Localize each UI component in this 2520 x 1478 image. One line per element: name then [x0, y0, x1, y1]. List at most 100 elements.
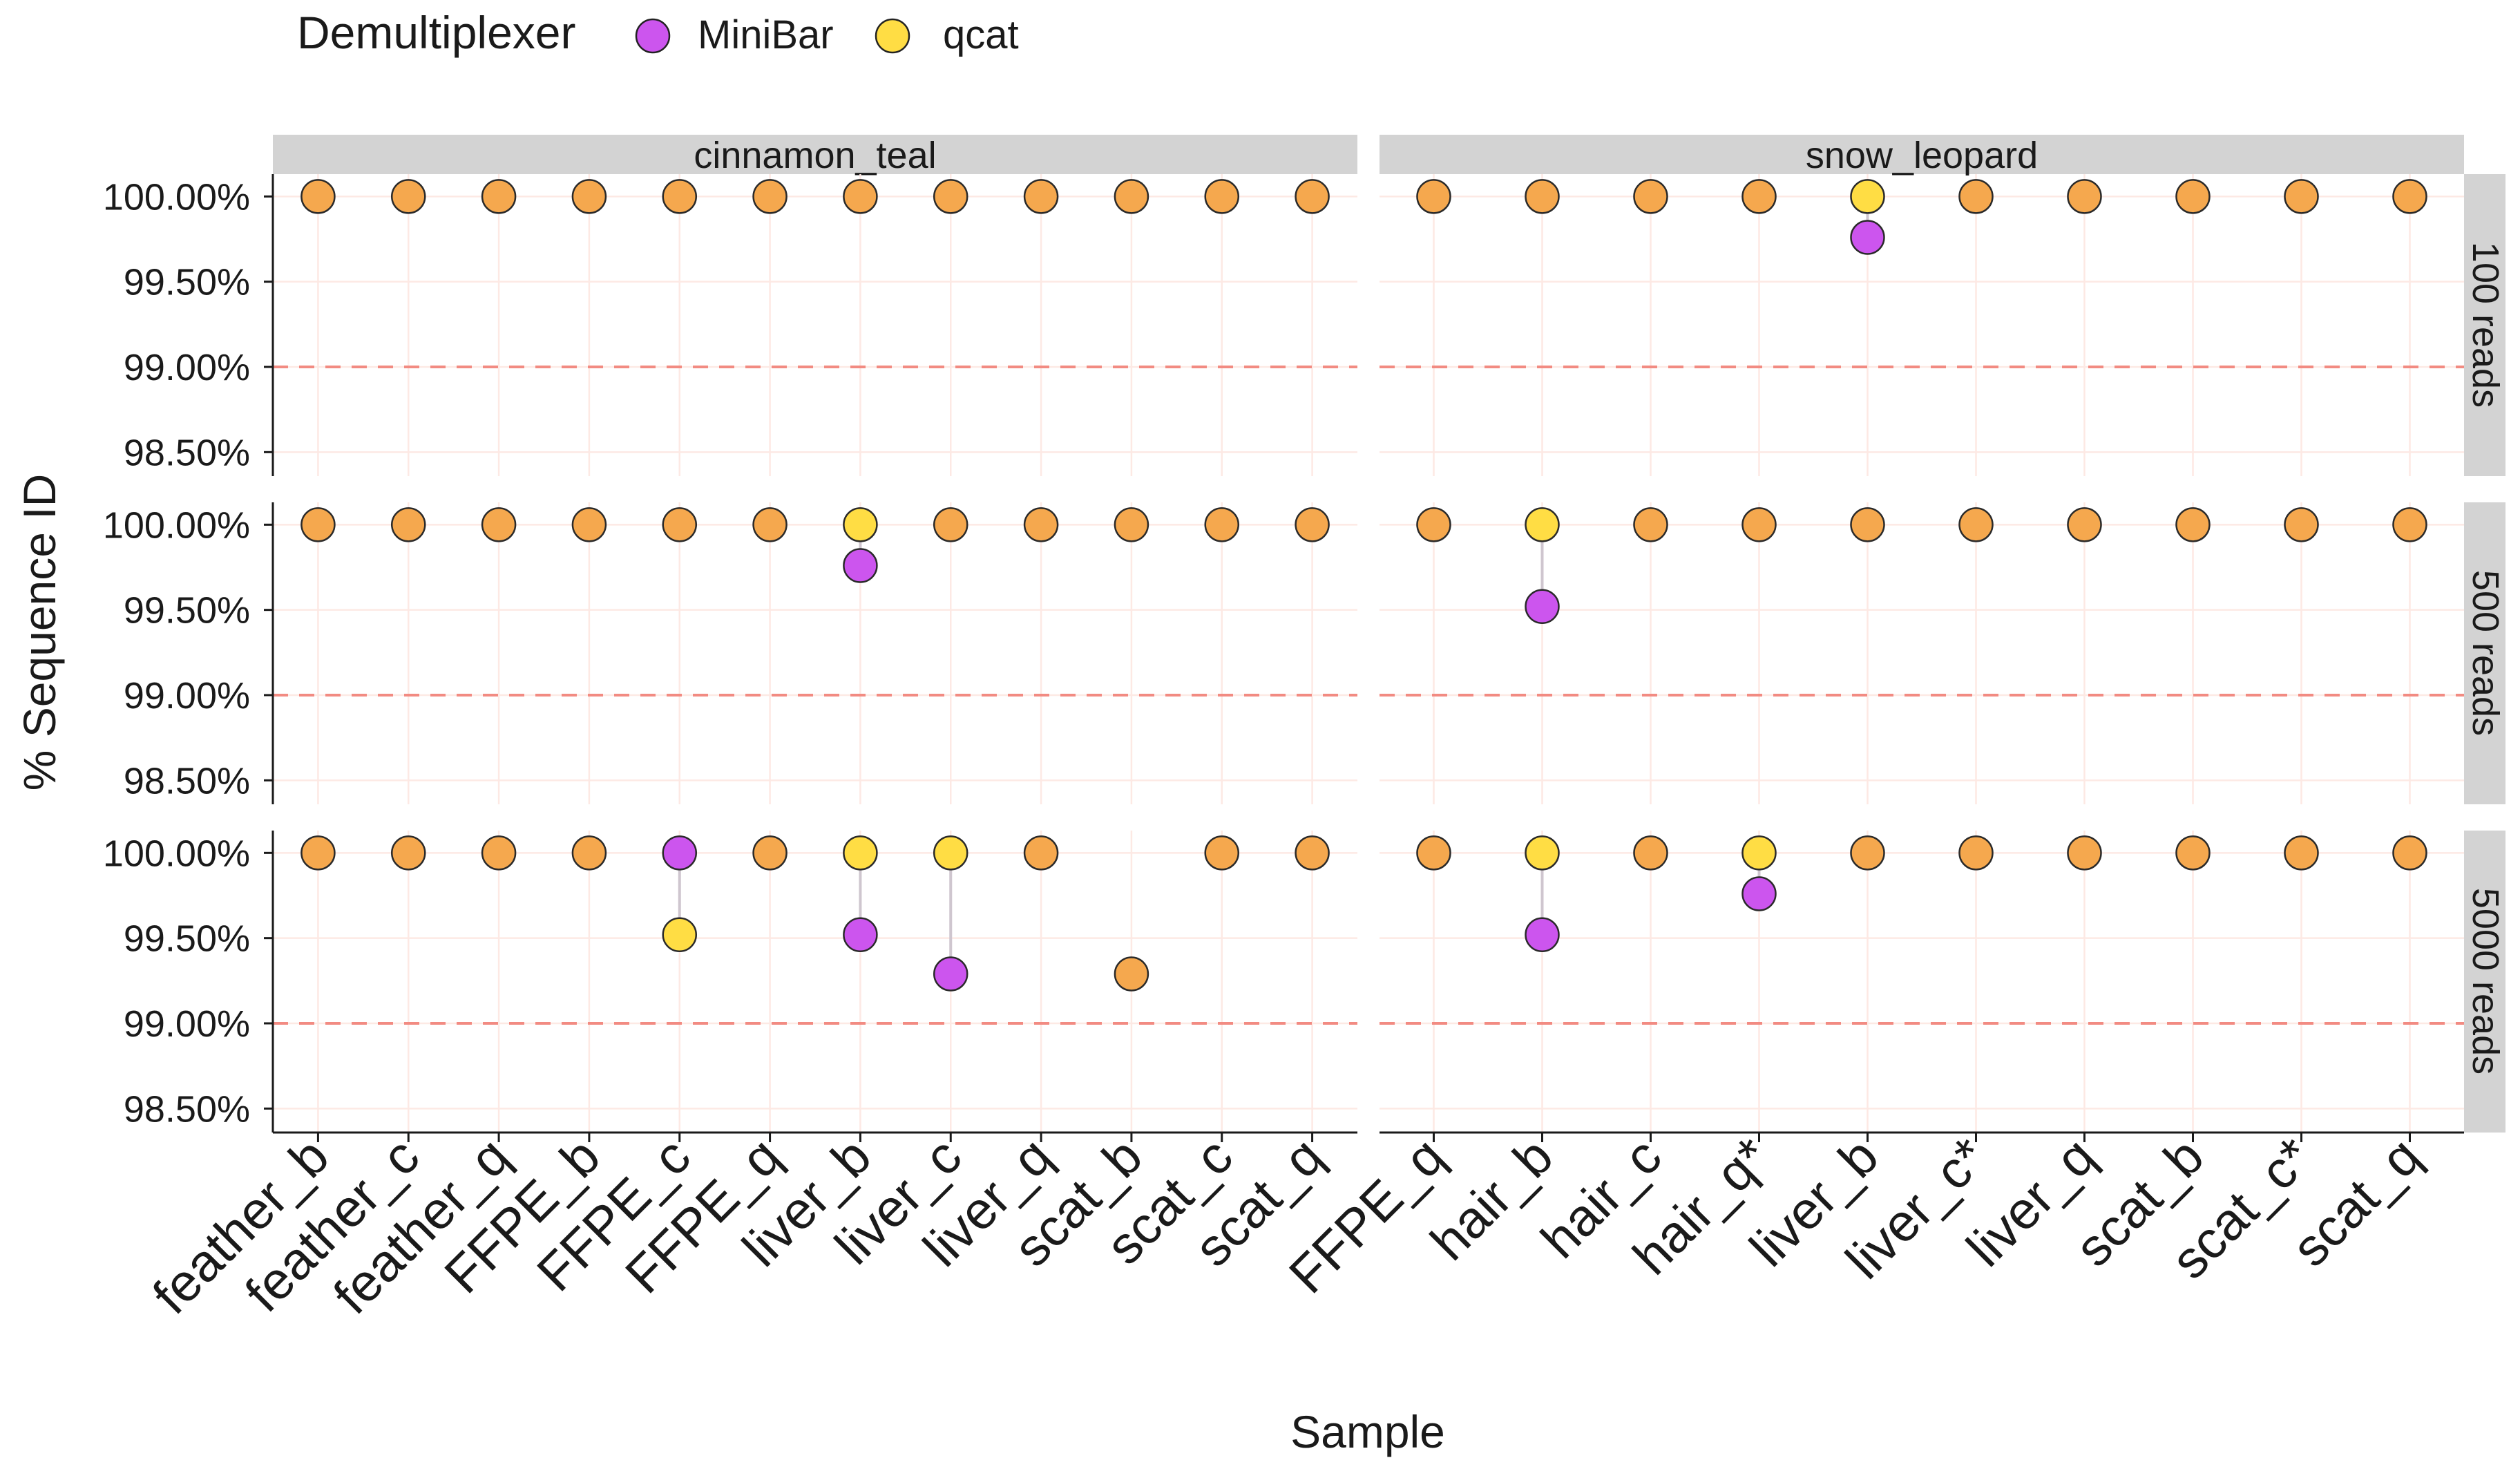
point-cinnamon-teal-5000-reads-liver-b-qcat: [843, 835, 878, 871]
point-cinnamon-teal-500-reads-feather-c-both: [391, 507, 426, 542]
point-cinnamon-teal-5000-reads-scat-c-both: [1204, 835, 1239, 871]
y-tick-label: 98.50%: [124, 432, 250, 473]
legend-swatch-minibar: [635, 18, 671, 54]
facet-label-500-reads: 500 reads: [2465, 570, 2506, 736]
point-cinnamon-teal-100-reads-scat-c-both: [1204, 179, 1239, 214]
point-cinnamon-teal-5000-reads-ffpe-c-minibar: [662, 835, 697, 871]
point-cinnamon-teal-5000-reads-liver-b-minibar: [843, 917, 878, 952]
y-tick-label: 99.00%: [124, 675, 250, 717]
point-cinnamon-teal-5000-reads-liver-q-both: [1023, 835, 1059, 871]
point-snow-leopard-100-reads-liver-c-both: [1958, 179, 1994, 214]
legend-label-qcat: qcat: [943, 12, 1019, 57]
legend-title: Demultiplexer: [297, 7, 575, 58]
point-cinnamon-teal-5000-reads-liver-c-qcat: [933, 835, 968, 871]
legend: Demultiplexer MiniBar qcat: [297, 7, 1019, 58]
point-cinnamon-teal-100-reads-liver-b-both: [843, 179, 878, 214]
point-cinnamon-teal-5000-reads-liver-c-minibar: [933, 956, 968, 992]
point-snow-leopard-5000-reads-hair-q-minibar: [1741, 876, 1777, 911]
facet-strip-100-reads: [2464, 174, 2505, 476]
point-cinnamon-teal-500-reads-ffpe-q-both: [752, 507, 788, 542]
y-tick-label: 99.00%: [124, 347, 250, 388]
facet-strip-500-reads: [2464, 502, 2505, 804]
point-cinnamon-teal-5000-reads-ffpe-b-both: [571, 835, 607, 871]
point-cinnamon-teal-500-reads-scat-b-both: [1114, 507, 1149, 542]
point-cinnamon-teal-100-reads-scat-q-both: [1295, 179, 1330, 214]
point-cinnamon-teal-5000-reads-feather-q-both: [481, 835, 517, 871]
point-cinnamon-teal-500-reads-liver-b-minibar: [843, 548, 878, 583]
facet-label-100-reads: 100 reads: [2465, 242, 2506, 408]
point-snow-leopard-100-reads-scat-c-both: [2284, 179, 2319, 214]
y-tick-label: 99.00%: [124, 1003, 250, 1045]
point-cinnamon-teal-100-reads-scat-b-both: [1114, 179, 1149, 214]
point-cinnamon-teal-5000-reads-scat-b-both: [1114, 956, 1149, 992]
point-cinnamon-teal-100-reads-liver-q-both: [1023, 179, 1059, 214]
y-tick-label: 99.50%: [124, 590, 250, 632]
point-cinnamon-teal-500-reads-liver-c-both: [933, 507, 968, 542]
point-cinnamon-teal-100-reads-liver-c-both: [933, 179, 968, 214]
point-cinnamon-teal-100-reads-ffpe-b-both: [571, 179, 607, 214]
point-snow-leopard-5000-reads-scat-c-both: [2284, 835, 2319, 871]
point-cinnamon-teal-500-reads-feather-b-both: [300, 507, 336, 542]
point-snow-leopard-5000-reads-scat-q-both: [2392, 835, 2427, 871]
y-tick-label: 99.50%: [124, 262, 250, 303]
x-axis-title: Sample: [1290, 1406, 1445, 1457]
point-cinnamon-teal-100-reads-feather-q-both: [481, 179, 517, 214]
point-cinnamon-teal-100-reads-feather-b-both: [300, 179, 336, 214]
point-snow-leopard-500-reads-ffpe-q-both: [1416, 507, 1451, 542]
point-snow-leopard-500-reads-scat-q-both: [2392, 507, 2427, 542]
point-cinnamon-teal-5000-reads-ffpe-q-both: [752, 835, 788, 871]
point-snow-leopard-100-reads-liver-b-qcat: [1850, 179, 1885, 214]
legend-swatch-qcat: [875, 18, 910, 54]
point-snow-leopard-500-reads-hair-q-both: [1741, 507, 1777, 542]
point-cinnamon-teal-500-reads-ffpe-c-both: [662, 507, 697, 542]
facet-strip-snow-leopard: [1380, 135, 2464, 174]
point-snow-leopard-500-reads-hair-b-minibar: [1525, 589, 1560, 624]
point-snow-leopard-100-reads-liver-q-both: [2067, 179, 2102, 214]
facet-label-snow-leopard: snow_leopard: [1806, 135, 2038, 176]
point-snow-leopard-500-reads-scat-c-both: [2284, 507, 2319, 542]
point-cinnamon-teal-500-reads-feather-q-both: [481, 507, 517, 542]
facet-strip-5000-reads: [2464, 831, 2505, 1133]
point-snow-leopard-100-reads-scat-b-both: [2175, 179, 2211, 214]
facet-label-cinnamon-teal: cinnamon_teal: [694, 135, 936, 176]
point-cinnamon-teal-5000-reads-scat-q-both: [1295, 835, 1330, 871]
point-cinnamon-teal-500-reads-ffpe-b-both: [571, 507, 607, 542]
point-cinnamon-teal-500-reads-scat-q-both: [1295, 507, 1330, 542]
point-cinnamon-teal-100-reads-ffpe-q-both: [752, 179, 788, 214]
y-tick-label: 99.50%: [124, 918, 250, 960]
point-snow-leopard-5000-reads-liver-b-both: [1850, 835, 1885, 871]
y-tick-label: 100.00%: [103, 833, 250, 874]
point-snow-leopard-500-reads-liver-c-both: [1958, 507, 1994, 542]
point-snow-leopard-500-reads-liver-b-both: [1850, 507, 1885, 542]
facet-strip-cinnamon-teal: [273, 135, 1357, 174]
point-snow-leopard-100-reads-ffpe-q-both: [1416, 179, 1451, 214]
point-cinnamon-teal-5000-reads-feather-c-both: [391, 835, 426, 871]
y-axis-title: % Sequence ID: [14, 474, 65, 791]
facet-label-5000-reads: 5000 reads: [2465, 888, 2506, 1074]
point-snow-leopard-100-reads-scat-q-both: [2392, 179, 2427, 214]
point-cinnamon-teal-500-reads-scat-c-both: [1204, 507, 1239, 542]
point-cinnamon-teal-100-reads-ffpe-c-both: [662, 179, 697, 214]
point-snow-leopard-5000-reads-liver-c-both: [1958, 835, 1994, 871]
point-snow-leopard-100-reads-hair-b-both: [1525, 179, 1560, 214]
point-cinnamon-teal-5000-reads-feather-b-both: [300, 835, 336, 871]
point-snow-leopard-100-reads-hair-c-both: [1633, 179, 1668, 214]
point-snow-leopard-100-reads-hair-q-both: [1741, 179, 1777, 214]
point-snow-leopard-5000-reads-hair-c-both: [1633, 835, 1668, 871]
point-snow-leopard-5000-reads-hair-q-qcat: [1741, 835, 1777, 871]
point-snow-leopard-500-reads-hair-c-both: [1633, 507, 1668, 542]
point-cinnamon-teal-5000-reads-ffpe-c-qcat: [662, 917, 697, 952]
legend-label-minibar: MiniBar: [698, 12, 834, 57]
point-snow-leopard-5000-reads-ffpe-q-both: [1416, 835, 1451, 871]
y-tick-label: 100.00%: [103, 176, 250, 218]
point-snow-leopard-500-reads-scat-b-both: [2175, 507, 2211, 542]
y-tick-label: 98.50%: [124, 1088, 250, 1130]
point-cinnamon-teal-500-reads-liver-b-qcat: [843, 507, 878, 542]
point-snow-leopard-500-reads-liver-q-both: [2067, 507, 2102, 542]
point-snow-leopard-5000-reads-liver-q-both: [2067, 835, 2102, 871]
point-cinnamon-teal-100-reads-feather-c-both: [391, 179, 426, 214]
point-snow-leopard-500-reads-hair-b-qcat: [1525, 507, 1560, 542]
y-tick-label: 100.00%: [103, 504, 250, 546]
